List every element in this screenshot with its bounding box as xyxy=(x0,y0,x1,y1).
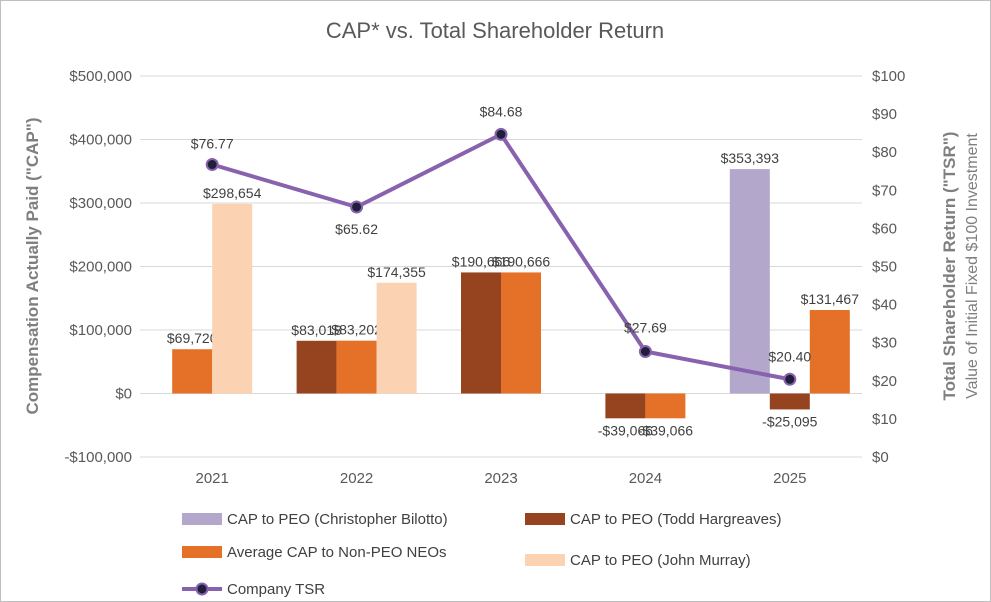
bar xyxy=(461,272,501,394)
y2-tick-label: $100 xyxy=(872,68,905,85)
bar-data-label: $69,720 xyxy=(167,330,218,346)
x-tick-label: 2022 xyxy=(340,470,373,487)
bar-data-label: $353,393 xyxy=(721,150,780,166)
y-tick-label: $0 xyxy=(115,386,132,403)
y2-tick-label: $60 xyxy=(872,220,897,237)
bar xyxy=(645,393,686,419)
y-axis-title: Compensation Actually Paid ("CAP") xyxy=(23,118,42,415)
bar xyxy=(501,272,541,394)
y2-tick-label: $0 xyxy=(872,449,889,466)
y2-tick-label: $80 xyxy=(872,144,897,161)
x-tick-label: 2023 xyxy=(484,470,517,487)
tsr-point xyxy=(783,372,797,386)
legend-label: Company TSR xyxy=(227,581,325,598)
y2-axis-title: Total Shareholder Return ("TSR") xyxy=(940,132,959,401)
legend-label: Average CAP to Non-PEO NEOs xyxy=(227,544,447,561)
tsr-point xyxy=(638,345,652,359)
bar xyxy=(376,282,417,394)
legend-swatch xyxy=(525,554,565,566)
x-tick-label: 2021 xyxy=(196,470,229,487)
y2-tick-label: $40 xyxy=(872,297,897,314)
tsr-data-label: $84.68 xyxy=(480,103,523,119)
y-tick-label: $500,000 xyxy=(69,68,132,85)
tsr-data-label: $27.69 xyxy=(624,320,667,336)
y2-axis-subtitle: Value of Initial Fixed $100 Investment xyxy=(964,133,981,399)
y2-tick-label: $20 xyxy=(872,373,897,390)
bar-data-label: $174,355 xyxy=(367,264,426,280)
y2-tick-label: $10 xyxy=(872,411,897,428)
bar xyxy=(336,340,377,394)
bar-data-label: $131,467 xyxy=(801,291,860,307)
x-tick-label: 2024 xyxy=(629,470,662,487)
tsr-point xyxy=(350,200,364,214)
bar xyxy=(172,349,213,394)
bar-data-label: -$39,066 xyxy=(598,422,653,438)
bar-data-label: -$39,066 xyxy=(638,422,693,438)
tsr-data-label: $20.40 xyxy=(768,348,811,364)
tsr-point xyxy=(494,127,508,141)
bar xyxy=(212,203,253,394)
x-tick-label: 2025 xyxy=(773,470,806,487)
legend-label: CAP to PEO (Todd Hargreaves) xyxy=(570,511,781,528)
y-tick-label: $200,000 xyxy=(69,259,132,276)
y-tick-label: $300,000 xyxy=(69,195,132,212)
y2-tick-label: $50 xyxy=(872,259,897,276)
y-tick-label: $100,000 xyxy=(69,322,132,339)
legend-label: CAP to PEO (Christopher Bilotto) xyxy=(227,511,448,528)
bar xyxy=(729,169,770,394)
legend-label: CAP to PEO (John Murray) xyxy=(570,552,751,569)
y2-tick-label: $70 xyxy=(872,182,897,199)
bar xyxy=(769,393,810,410)
legend-swatch xyxy=(182,546,222,558)
bar-data-label: $298,654 xyxy=(203,185,262,201)
bar-data-label: -$25,095 xyxy=(762,413,817,429)
legend-swatch xyxy=(182,513,222,525)
bar xyxy=(296,340,337,394)
y-tick-label: $400,000 xyxy=(69,132,132,149)
legend-marker xyxy=(195,582,209,596)
bar-data-label: $190,666 xyxy=(452,253,511,269)
y2-tick-label: $30 xyxy=(872,335,897,352)
y2-tick-label: $90 xyxy=(872,106,897,123)
bar-data-label: $190,666 xyxy=(492,253,551,269)
bar-data-label: $83,202 xyxy=(331,322,382,338)
legend-swatch xyxy=(525,513,565,525)
bar xyxy=(605,393,646,419)
tsr-data-label: $65.62 xyxy=(335,221,378,237)
tsr-data-label: $76.77 xyxy=(191,136,234,152)
bar xyxy=(809,310,850,394)
tsr-point xyxy=(205,158,219,172)
chart-title: CAP* vs. Total Shareholder Return xyxy=(326,18,664,43)
y-tick-label: -$100,000 xyxy=(64,449,132,466)
bar-data-label: $83,018 xyxy=(291,322,342,338)
